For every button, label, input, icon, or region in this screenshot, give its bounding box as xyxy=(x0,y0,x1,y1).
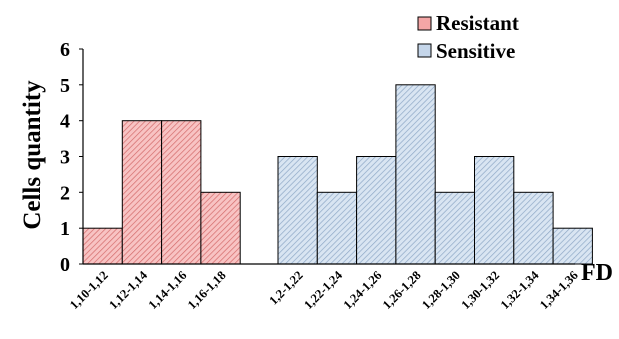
y-tick-labels: 0 1 2 3 4 5 6 xyxy=(60,39,70,276)
y-tick-label: 2 xyxy=(60,182,70,204)
y-axis-ticks xyxy=(79,48,83,265)
y-tick-label: 1 xyxy=(60,218,70,240)
x-tick-label: 1,16-1,18 xyxy=(185,268,229,312)
legend-item-sensitive: Sensitive xyxy=(417,39,515,63)
legend-label-sensitive: Sensitive xyxy=(436,39,515,63)
x-tick-label: 1,34-1,36 xyxy=(537,268,581,312)
y-axis-label: Cells quantity xyxy=(19,80,46,230)
y-tick-label: 6 xyxy=(60,39,70,61)
y-tick-label: 0 xyxy=(60,254,70,276)
legend: Resistant Sensitive xyxy=(417,11,519,63)
x-tick-label: 1,12-1,14 xyxy=(106,268,150,312)
legend-item-resistant: Resistant xyxy=(417,11,519,35)
bar-resistant-1 xyxy=(121,120,163,265)
bar-sensitive-0 xyxy=(277,156,318,265)
x-tick-label: 1,10-1,12 xyxy=(67,268,111,312)
x-tick-labels: 1,10-1,121,12-1,141,14-1,161,16-1,18 1,2-… xyxy=(67,268,581,312)
bar-sensitive-4 xyxy=(434,191,476,265)
bar-sensitive-5 xyxy=(474,156,515,265)
bar-resistant-3 xyxy=(200,191,241,265)
bar-sensitive-6 xyxy=(513,191,554,265)
bar-resistant-2 xyxy=(161,120,202,265)
legend-swatch-sensitive xyxy=(417,43,432,58)
x-tick-label: 1,28-1,30 xyxy=(419,268,463,312)
bar-sensitive-2 xyxy=(356,156,397,265)
x-tick-label: 1,30-1,32 xyxy=(458,268,502,312)
bars-group xyxy=(82,84,593,265)
bar-sensitive-7 xyxy=(552,227,593,265)
bar-sensitive-1 xyxy=(316,191,358,265)
y-tick-label: 5 xyxy=(60,75,70,97)
legend-label-resistant: Resistant xyxy=(436,11,519,35)
legend-swatch-resistant xyxy=(417,16,432,31)
x-tick-label: 1,14-1,16 xyxy=(146,268,190,312)
y-tick-label: 4 xyxy=(60,111,70,133)
x-tick-label: 1,22-1,24 xyxy=(301,268,345,312)
bar-sensitive-3 xyxy=(395,84,436,265)
x-tick-label: 1,32-1,34 xyxy=(498,268,542,312)
bar-resistant-0 xyxy=(82,227,123,265)
y-tick-label: 3 xyxy=(60,147,70,169)
x-tick-label: 1,2-1,22 xyxy=(266,268,305,307)
x-tick-label: 1,26-1,28 xyxy=(380,268,424,312)
x-axis-label: FD xyxy=(581,260,613,286)
x-tick-label: 1,24-1,26 xyxy=(341,268,385,312)
